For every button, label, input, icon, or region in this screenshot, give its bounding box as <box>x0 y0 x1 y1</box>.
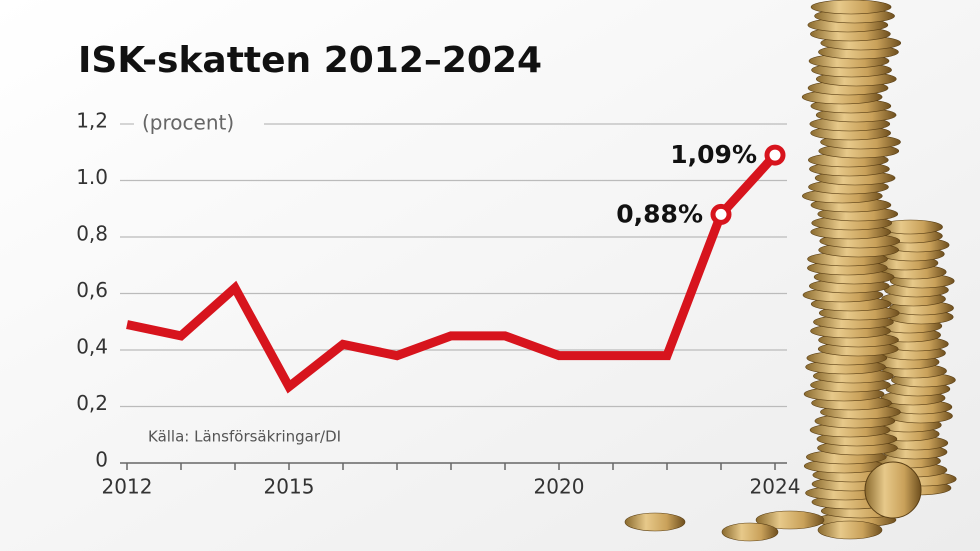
y-tick-label: 0 <box>95 448 108 472</box>
x-tick-label: 2015 <box>264 475 315 499</box>
y-tick-label: 0,4 <box>76 335 108 359</box>
coins-illustration <box>624 0 957 542</box>
chart-title: ISK-skatten 2012–2024 <box>78 40 542 81</box>
value-label: 1,09% <box>670 140 757 169</box>
y-tick-label: 0,6 <box>76 278 108 302</box>
source: Källa: Länsförsäkringar/DI <box>148 428 341 446</box>
y-tick-label: 0,8 <box>76 222 108 246</box>
y-tick-label: 0,2 <box>76 391 108 415</box>
y-tick-label: 1,2 <box>76 109 108 133</box>
data-point <box>710 203 732 225</box>
coin <box>817 520 883 540</box>
x-tick-label: 2024 <box>750 475 801 499</box>
y-tick-label: 1.0 <box>76 165 108 189</box>
data-point <box>764 144 786 166</box>
coin <box>721 522 779 542</box>
coin <box>755 510 825 530</box>
data-line <box>126 152 779 394</box>
x-tick-label: 2020 <box>534 475 585 499</box>
value-label: 0,88% <box>616 199 703 228</box>
x-tick-label: 2012 <box>102 475 153 499</box>
coin <box>624 512 686 532</box>
coin <box>810 0 892 15</box>
coin <box>864 461 922 519</box>
y-axis-label: (procent) <box>142 111 234 135</box>
